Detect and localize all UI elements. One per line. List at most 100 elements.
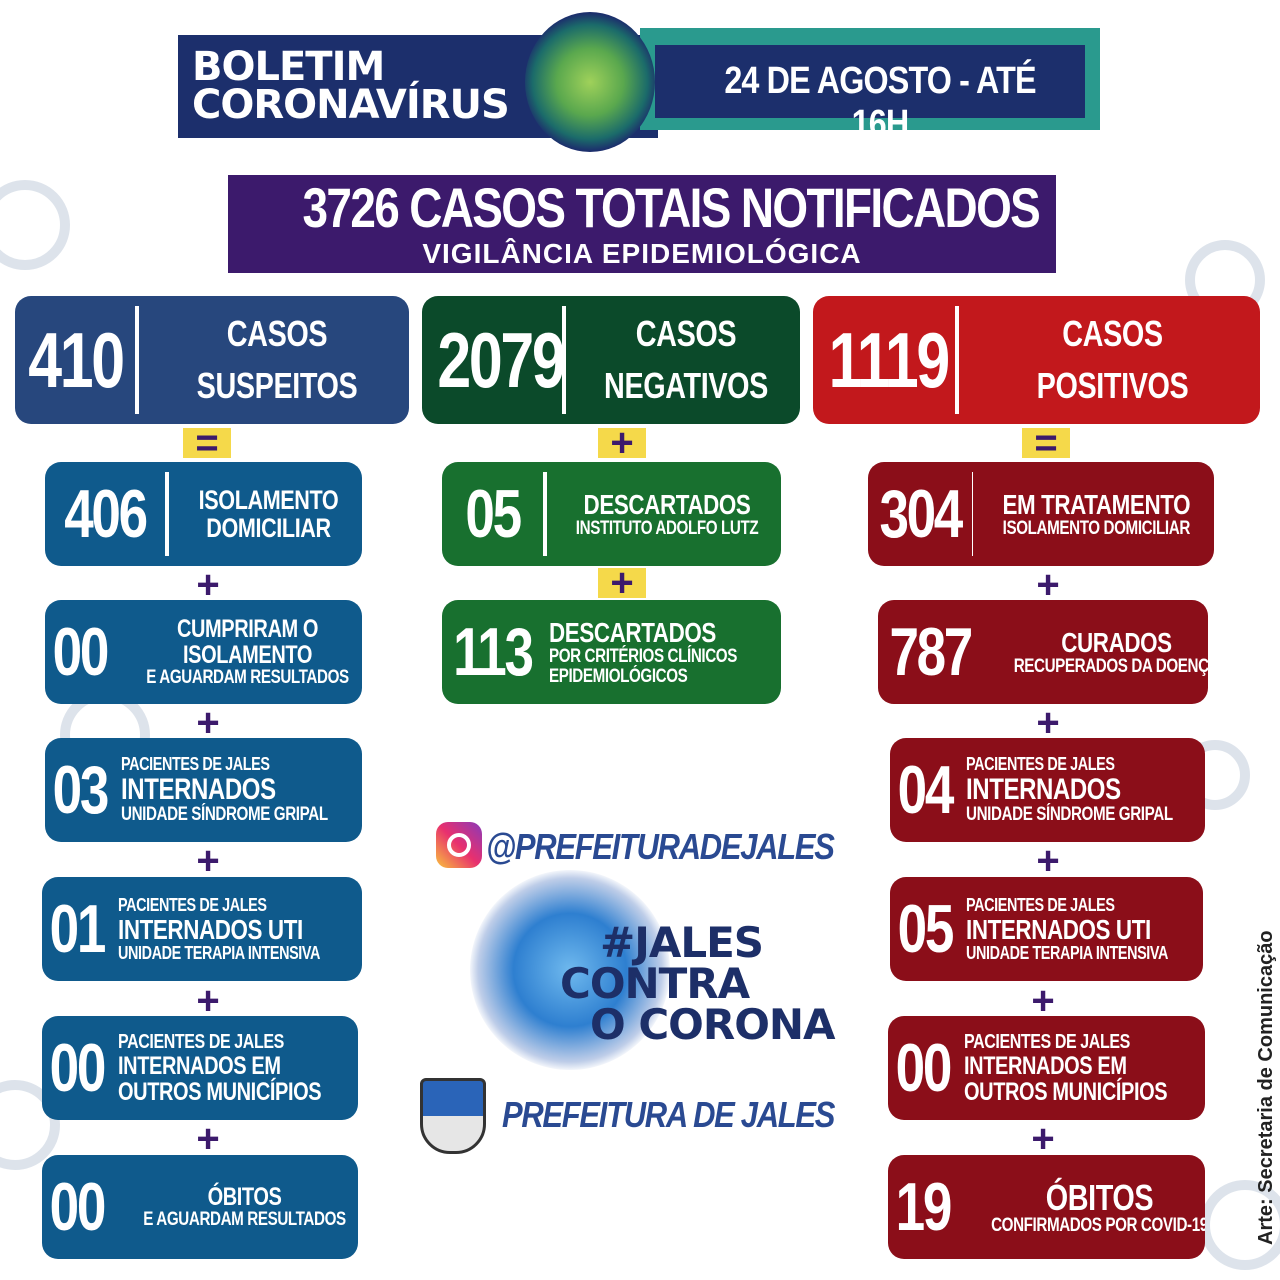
label-line: INTERNADOS EM	[963, 1051, 1127, 1080]
positives-label: PACIENTES DE JALES INTERNADOS UTI UNIDADE …	[960, 895, 1203, 963]
label-line: INTERNADOS UTI	[965, 913, 1151, 945]
positives-label: ÓBITOS CONFIRMADOS POR COVID-19	[958, 1179, 1205, 1236]
plus-operator: +	[196, 563, 220, 607]
label-line: INTERNADOS EM	[117, 1051, 281, 1080]
suspects-box: 01 PACIENTES DE JALES INTERNADOS UTI UNIDAD…	[42, 877, 362, 981]
positives-count: 04	[897, 752, 955, 828]
suspects-label: ÓBITOS E AGUARDAM RESULTADOS	[112, 1184, 358, 1230]
plus-operator: +	[196, 979, 220, 1023]
suspects-label: CUMPRIRAM O ISOLAMENTO E AGUARDAM RESULTAD…	[115, 616, 362, 688]
coronavirus-icon	[525, 12, 655, 152]
plus-operator: +	[196, 1117, 220, 1161]
suspects-count: 00	[49, 1030, 107, 1106]
summary-label: CASOS SUSPEITOS	[139, 308, 409, 412]
negatives-count: 05	[465, 476, 522, 552]
positives-box: 00 PACIENTES DE JALES INTERNADOS EM OUTROS …	[888, 1016, 1205, 1120]
summary-label: CASOS NEGATIVOS	[566, 308, 800, 412]
label-line: RECUPERADOS DA DOENÇA	[1013, 655, 1208, 677]
label-line: PACIENTES DE JALES	[117, 1030, 284, 1053]
label-line: DESCARTADOS	[583, 488, 751, 520]
divider	[135, 306, 139, 414]
plus-operator: +	[196, 701, 220, 745]
equals-operator: =	[1022, 423, 1070, 463]
label-line: SUSPEITOS	[196, 365, 358, 406]
summary-count: 2079	[437, 315, 565, 404]
suspects-count: 00	[49, 1169, 107, 1245]
plus-operator: +	[196, 839, 220, 883]
plus-operator: +	[1036, 701, 1060, 745]
label-line: EM TRATAMENTO	[1002, 488, 1191, 520]
header-date-panel	[655, 45, 1085, 118]
plus-operator: +	[1031, 979, 1055, 1023]
suspects-box: 406 ISOLAMENTO DOMICILIAR	[45, 462, 362, 566]
label-line: INTERNADOS	[120, 773, 276, 806]
label-line: ÓBITOS	[1045, 1176, 1153, 1218]
art-credit: Arte: Secretaria de Comunicação	[1255, 930, 1277, 1245]
suspects-count: 03	[52, 752, 110, 828]
label-line: DESCARTADOS	[548, 616, 716, 648]
negatives-count: 113	[453, 614, 534, 690]
label-line: UNIDADE SÍNDROME GRIPAL	[965, 804, 1173, 825]
summary-count: 410	[28, 315, 125, 404]
label-line: CURADOS	[1061, 626, 1172, 658]
positives-count: 304	[879, 476, 963, 552]
label-line: OUTROS MUNICÍPIOS	[117, 1077, 322, 1106]
suspects-box: 03 PACIENTES DE JALES INTERNADOS UNIDADE SÍ…	[45, 738, 362, 842]
suspects-label: ISOLAMENTO DOMICILIAR	[169, 486, 362, 542]
negatives-box: 05 DESCARTADOS INSTITUTO ADOLFO LUTZ	[442, 462, 781, 566]
label-line: INTERNADOS	[965, 773, 1121, 806]
positives-count: 19	[895, 1169, 953, 1245]
instagram-handle[interactable]: @PREFEITURADEJALES	[486, 826, 835, 867]
label-line: ISOLAMENTO	[198, 485, 339, 515]
bulletin-title: BOLETIM CORONAVÍRUS	[192, 44, 510, 128]
label-line: EPIDEMIOLÓGICOS	[548, 665, 688, 687]
total-cases-subtitle: VIGILÂNCIA EPIDEMIOLÓGICA	[422, 238, 862, 269]
summary-box: 410 CASOS SUSPEITOS	[15, 296, 409, 424]
label-line: CONFIRMADOS POR COVID-19	[990, 1214, 1205, 1236]
summary-label: CASOS POSITIVOS	[959, 308, 1260, 412]
positives-label: EM TRATAMENTO ISOLAMENTO DOMICILIAR	[973, 490, 1214, 539]
total-cases-title: 3726 CASOS TOTAIS NOTIFICADOS	[302, 176, 1041, 239]
virus-decoration	[1200, 1180, 1280, 1270]
positives-count: 787	[889, 614, 973, 690]
positives-box: 304 EM TRATAMENTO ISOLAMENTO DOMICILIAR	[868, 462, 1214, 566]
total-cases-banner: 3726 CASOS TOTAIS NOTIFICADOS VIGILÂNCIA…	[228, 175, 1056, 273]
label-line: POR CRITÉRIOS CLÍNICOS	[548, 645, 737, 667]
city-crest-logo	[420, 1078, 486, 1154]
plus-operator: +	[1036, 839, 1060, 883]
equals-operator: =	[183, 423, 231, 463]
positives-box: 787 CURADOS RECUPERADOS DA DOENÇA	[878, 600, 1208, 704]
suspects-count: 00	[52, 614, 110, 690]
positives-box: 19 ÓBITOS CONFIRMADOS POR COVID-19	[888, 1155, 1205, 1259]
suspects-count: 01	[49, 891, 107, 967]
divider	[972, 472, 974, 556]
label-line: PACIENTES DE JALES	[120, 754, 270, 774]
divider	[165, 472, 169, 556]
campaign-slogan: #JALES CONTRA O CORONA	[560, 918, 836, 1049]
summary-box: 2079 CASOS NEGATIVOS	[422, 296, 800, 424]
summary-count: 1119	[828, 315, 951, 404]
positives-label: PACIENTES DE JALES INTERNADOS UNIDADE SÍND…	[960, 755, 1205, 825]
suspects-label: PACIENTES DE JALES INTERNADOS UTI UNIDADE …	[112, 894, 362, 963]
suspects-label: PACIENTES DE JALES INTERNADOS EM OUTROS MU…	[112, 1030, 358, 1106]
label-line: OUTROS MUNICÍPIOS	[963, 1077, 1168, 1106]
label-line: NEGATIVOS	[604, 365, 768, 406]
negatives-label: DESCARTADOS POR CRITÉRIOS CLÍNICOS EPIDEMI…	[543, 618, 781, 687]
virus-decoration	[0, 1080, 60, 1170]
label-line: PACIENTES DE JALES	[965, 754, 1115, 774]
label-line: INSTITUTO ADOLFO LUTZ	[575, 517, 759, 539]
prefecture-name: PREFEITURA DE JALES	[502, 1094, 835, 1135]
positives-count: 05	[897, 891, 955, 967]
instagram-icon	[436, 822, 482, 868]
positives-box: 04 PACIENTES DE JALES INTERNADOS UNIDADE SÍ…	[890, 738, 1205, 842]
suspects-box: 00 CUMPRIRAM O ISOLAMENTO E AGUARDAM RESULT…	[45, 600, 362, 704]
label-line: DOMICILIAR	[206, 513, 331, 543]
label-line: PACIENTES DE JALES	[117, 894, 267, 915]
label-line: UNIDADE TERAPIA INTENSIVA	[117, 942, 320, 963]
label-line: ISOLAMENTO	[182, 641, 312, 669]
plus-operator: +	[598, 423, 646, 463]
negatives-label: DESCARTADOS INSTITUTO ADOLFO LUTZ	[547, 490, 781, 539]
bulletin-date: 24 DE AGOSTO - ATÉ 16H	[724, 60, 1036, 145]
label-line: E AGUARDAM RESULTADOS	[142, 1209, 346, 1230]
suspects-box: 00 PACIENTES DE JALES INTERNADOS EM OUTROS …	[42, 1016, 358, 1120]
